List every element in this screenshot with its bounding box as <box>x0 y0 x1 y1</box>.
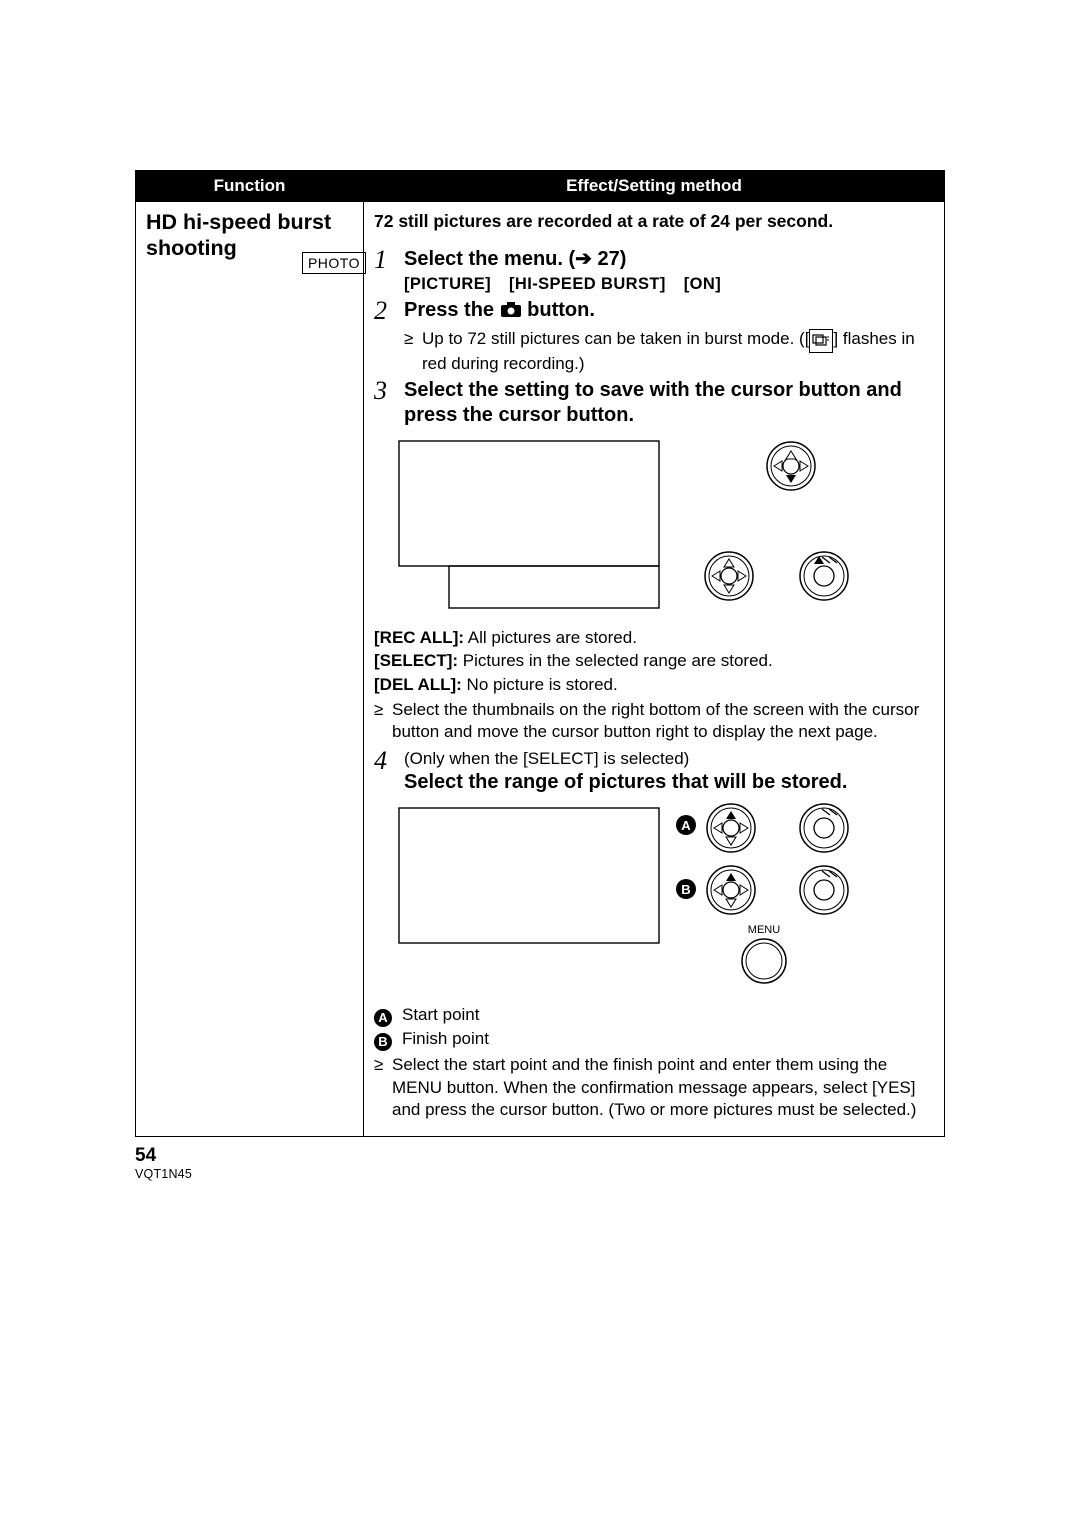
point-a-text: Start point <box>402 1004 480 1027</box>
burst-icon <box>809 329 833 353</box>
step-4-title: Select the range of pictures that will b… <box>404 770 934 795</box>
svg-text:A: A <box>681 818 691 833</box>
step-number: 4 <box>374 748 404 795</box>
step-4: 4 (Only when the [SELECT] is selected) S… <box>374 748 934 795</box>
page-number: 54 <box>135 1145 192 1167</box>
menu-path: [PICTURE][HI-SPEED BURST][ON] <box>404 274 934 296</box>
step-4-bullet: ≥ Select the start point and the finish … <box>374 1054 934 1121</box>
camera-icon <box>500 300 522 325</box>
effect-cell: 72 still pictures are recorded at a rate… <box>364 202 945 1137</box>
step-number: 3 <box>374 378 404 428</box>
arrow-icon: ➔ <box>575 248 592 270</box>
header-effect: Effect/Setting method <box>364 171 945 202</box>
options-block: [REC ALL]: All pictures are stored. [SEL… <box>374 627 934 696</box>
step-2-title: Press the button. <box>404 298 934 325</box>
footer: 54 VQT1N45 <box>135 1145 192 1181</box>
step-1-title: Select the menu. (➔ 27) <box>404 247 934 272</box>
header-function: Function <box>136 171 364 202</box>
function-cell: HD hi-speed burst shooting PHOTO <box>136 202 364 1137</box>
step-2-bullet: ≥ Up to 72 still pictures can be taken i… <box>404 328 934 376</box>
step-3: 3 Select the setting to save with the cu… <box>374 378 934 428</box>
function-table: Function Effect/Setting method HD hi-spe… <box>135 170 945 1137</box>
point-b-text: Finish point <box>402 1028 489 1051</box>
step-3-title: Select the setting to save with the curs… <box>404 378 934 428</box>
svg-text:B: B <box>681 882 690 897</box>
step-number: 2 <box>374 298 404 376</box>
diagram-cursor-select <box>374 436 934 621</box>
marker-b-icon: B <box>374 1033 392 1051</box>
menu-label: MENU <box>748 924 780 936</box>
photo-badge: PHOTO <box>302 252 366 274</box>
intro-text: 72 still pictures are recorded at a rate… <box>374 210 934 233</box>
diagram-range-select: A B <box>374 803 934 998</box>
step-3-bullet: ≥ Select the thumbnails on the right bot… <box>374 699 934 744</box>
marker-a-icon: A <box>374 1009 392 1027</box>
doc-id: VQT1N45 <box>135 1167 192 1181</box>
step-2: 2 Press the button. ≥ Up to 72 still pic… <box>374 298 934 376</box>
step-number: 1 <box>374 247 404 296</box>
step-4-note: (Only when the [SELECT] is selected) <box>404 748 934 770</box>
points-block: A Start point B Finish point <box>374 1004 934 1051</box>
step-1: 1 Select the menu. (➔ 27) [PICTURE][HI-S… <box>374 247 934 296</box>
